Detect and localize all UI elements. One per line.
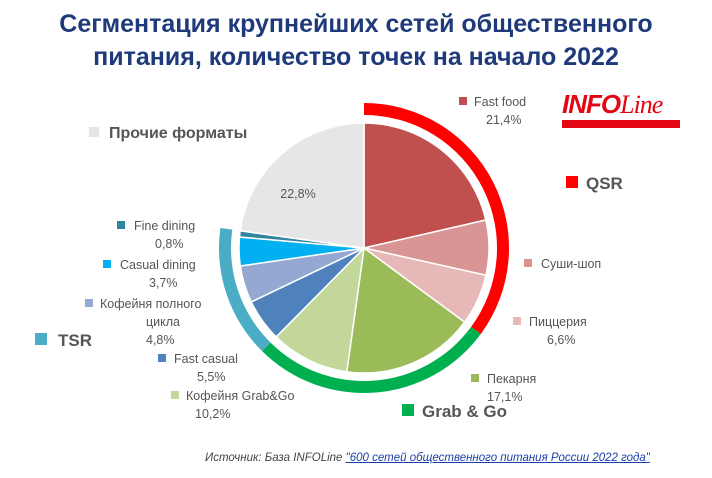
legend-label-coffee-full-2: цикла: [146, 315, 180, 329]
legend-value-coffee-full: 4,8%: [146, 333, 175, 347]
legend-value-fast-food: 21,4%: [486, 113, 521, 127]
legend-swatch-fast-casual: [158, 354, 166, 362]
pie-slice-1: [363, 122, 487, 249]
legend-label-fast-casual: Fast casual: [174, 352, 238, 366]
legend-label-fast-food: Fast food: [474, 95, 526, 109]
group-ring-qsr: [364, 103, 510, 334]
other-value-label: 22,8%: [280, 187, 315, 201]
pie-slice-5: [275, 245, 366, 373]
group-swatch-qsr: [566, 176, 578, 188]
legend-label-coffee-full-1: Кофейня полного: [100, 297, 201, 311]
legend-label-sushi: Суши-шоп: [541, 257, 601, 271]
group-swatch-grab: [402, 404, 414, 416]
legend-label-fine-dining: Fine dining: [134, 219, 195, 233]
group-label-grab: Grab & Go: [422, 402, 507, 421]
legend-swatch-bakery: [471, 374, 479, 382]
legend-value-fast-casual: 5,5%: [197, 370, 226, 384]
title-line-2: питания, количество точек на начало 2022: [93, 43, 619, 71]
legend-label-coffee-grab: Кофейня Grab&Go: [186, 389, 294, 403]
legend-swatch-other: [89, 127, 99, 137]
legend-label-other: Прочие форматы: [109, 125, 247, 142]
legend-swatch-fast-food: [459, 97, 467, 105]
legend-value-coffee-grab: 10,2%: [195, 407, 230, 421]
group-ring-tsr: [218, 228, 271, 352]
title-line-1: Сегментация крупнейших сетей общественно…: [59, 10, 653, 38]
group-label-tsr: TSR: [58, 331, 92, 350]
group-label-qsr: QSR: [586, 174, 623, 193]
group-swatch-tsr: [35, 333, 47, 345]
pie-slice-4: [345, 246, 466, 374]
legend-swatch-coffee-grab: [171, 391, 179, 399]
infoline-logo: INFOLine: [562, 90, 686, 132]
source-label: Источник: База INFOLine: [205, 452, 346, 464]
legend-label-casual-dining: Casual dining: [120, 258, 196, 272]
source-note: Источник: База INFOLine "600 сетей общес…: [205, 452, 650, 464]
chart-title: Сегментация крупнейших сетей общественно…: [0, 8, 712, 74]
group-ring-grab-go: [262, 326, 481, 394]
legend-value-bakery: 17,1%: [487, 390, 522, 404]
legend-swatch-pizzeria: [513, 317, 521, 325]
legend-swatch-casual-dining: [103, 260, 111, 268]
legend-label-pizzeria: Пиццерия: [529, 315, 587, 329]
legend-value-pizzeria: 6,6%: [547, 333, 576, 347]
pie-slices: [238, 122, 490, 374]
group-rings: [218, 103, 510, 394]
legend-swatch-fine-dining: [117, 221, 125, 229]
legend-label-bakery: Пекарня: [487, 372, 536, 386]
source-link[interactable]: "600 сетей общественного питания России …: [345, 452, 650, 464]
legend-swatch-coffee-full: [85, 299, 93, 307]
pie-slice-10: [239, 122, 365, 249]
legend-value-casual-dining: 3,7%: [149, 276, 178, 290]
legend-swatch-sushi: [524, 259, 532, 267]
legend-value-fine-dining: 0,8%: [155, 237, 184, 251]
